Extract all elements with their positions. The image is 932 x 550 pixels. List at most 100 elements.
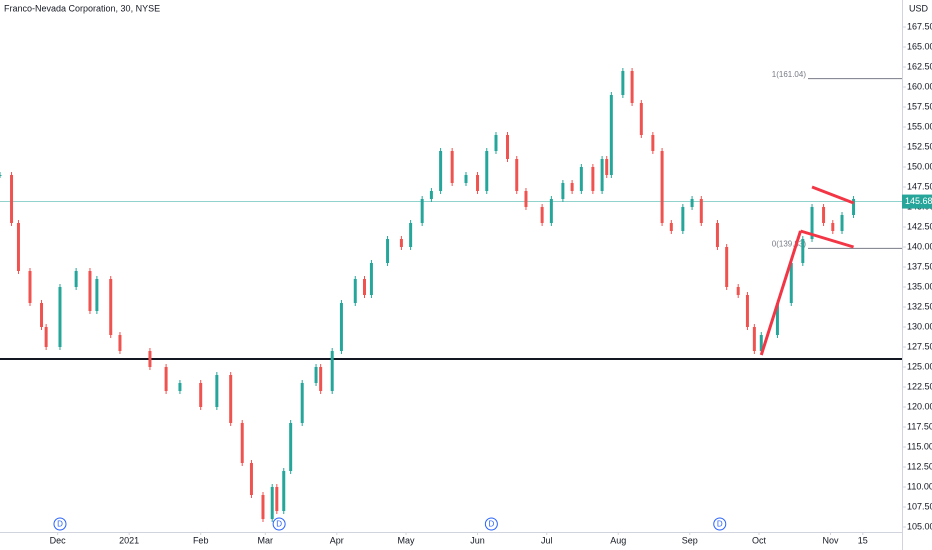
candle-body [58,287,62,347]
y-tick-label: 147.50 [907,181,932,191]
candle-body [339,303,343,351]
dividend-marker [484,517,498,531]
y-tick-label: 107.50 [907,501,932,511]
candle-body [745,295,749,327]
chart-title: Franco-Nevada Corporation, 30, NYSE [4,3,160,13]
x-tick-label: 2021 [119,535,139,545]
y-tick-label: 155.00 [907,121,932,131]
x-tick-label: Apr [330,535,344,545]
candle-body [699,199,703,223]
candle-body [215,375,219,407]
y-tick-label: 167.50 [907,21,932,31]
candle-body [506,135,510,159]
dividend-label: D [276,520,282,529]
candle-body [515,159,519,191]
candle-body [660,151,664,223]
x-tick-label: May [398,535,416,545]
candle-body [840,215,844,231]
y-tick-label: 137.50 [907,261,932,271]
candle-body [630,71,634,103]
y-tick-label: 110.00 [907,481,932,491]
candle-body [0,175,2,176]
candle-body [681,207,685,231]
candle-body [399,239,403,247]
candle-body [810,207,814,239]
candle-body [736,287,740,295]
candle-body [409,223,413,247]
candle-body [494,135,498,151]
candle-body [74,271,78,287]
candle-body [386,239,390,263]
candle-body [725,247,729,287]
candle-body [270,487,274,519]
candle-body [715,223,719,247]
candle-body [240,423,244,463]
candle-body [148,351,152,367]
y-tick-label: 112.50 [907,461,932,471]
candle-body [330,351,334,391]
y-tick-label: 115.00 [907,441,932,451]
candle-body [540,207,544,223]
candle-body [353,279,357,303]
candle-body [178,383,182,391]
candle-body [88,271,92,311]
y-tick-label: 105.00 [907,521,932,531]
candle-body [789,263,793,303]
x-tick-label: Aug [610,535,626,545]
y-tick-label: 132.50 [907,301,932,311]
candle-body [651,135,655,151]
candle-body [639,103,643,135]
x-tick-label: Jun [470,535,485,545]
y-tick-label: 117.50 [907,421,932,431]
candle-body [319,367,323,391]
y-tick-label: 125.00 [907,361,932,371]
candle-body [28,271,32,303]
candle-body [570,183,574,191]
candle-body [16,223,20,271]
trend-line [811,185,855,205]
fib-label: 1(161.04) [772,70,807,79]
candle-body [229,375,233,423]
x-tick-label: Mar [258,535,274,545]
candle-body [282,471,286,511]
candle-body [314,367,318,383]
dividend-label: D [57,520,63,529]
y-tick-label: 135.00 [907,281,932,291]
x-tick-label: Oct [752,535,767,545]
candle-body [476,175,480,191]
x-tick-label: Dec [50,535,67,545]
dividend-marker [713,517,727,531]
candle-body [10,175,14,223]
trend-line [800,229,854,249]
y-tick-label: 127.50 [907,341,932,351]
candle-body [275,487,279,511]
y-tick-label: 162.50 [907,61,932,71]
fib-label: 0(139.83) [772,239,807,248]
candle-body [600,159,604,191]
last-price-box [902,194,932,209]
candle-body [669,223,673,231]
y-tick-label: 150.00 [907,161,932,171]
candle-body [40,303,44,327]
trend-line [759,230,802,356]
currency-label: USD [909,3,929,13]
x-tick-label: Sep [682,535,698,545]
candle-body [485,151,489,191]
candle-body [300,383,304,423]
candle-body [822,207,826,223]
candle-body [605,159,609,175]
y-tick-label: 130.00 [907,321,932,331]
candle-body [752,327,756,351]
candle-body [118,335,122,351]
dividend-marker [272,517,286,531]
dividend-label: D [488,520,494,529]
candle-body [429,191,433,199]
last-price-label: 145.68 [905,196,932,206]
x-tick-label: 15 [858,535,868,545]
y-tick-label: 160.00 [907,81,932,91]
candle-body [199,383,203,407]
candle-body [164,367,168,391]
candle-body [549,199,553,223]
y-tick-label: 140.00 [907,241,932,251]
